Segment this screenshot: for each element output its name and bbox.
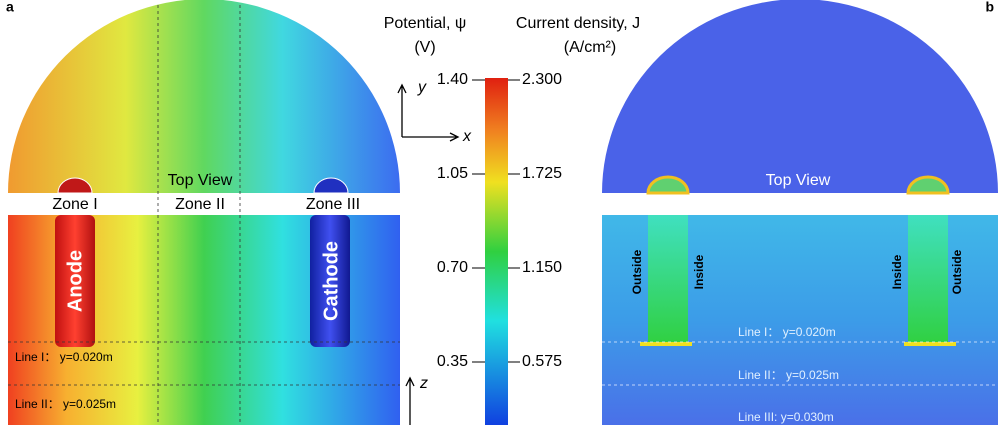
z-arrow bbox=[405, 376, 415, 425]
cathode-top bbox=[313, 177, 349, 194]
colorbar-tick-label: 2.300 bbox=[522, 71, 562, 88]
electrode-rod bbox=[648, 215, 688, 345]
colorbar bbox=[485, 78, 508, 425]
axis-arrows bbox=[397, 83, 460, 425]
side-label: Inside bbox=[692, 254, 706, 289]
anode-label: Anode bbox=[64, 250, 86, 312]
colorbar-tick-label: 1.150 bbox=[522, 259, 562, 276]
panel-label: a bbox=[6, 0, 14, 15]
colorbar-tick-label: 1.05 bbox=[437, 165, 468, 182]
electrode-rod bbox=[908, 215, 948, 345]
colorbar-title: (A/cm²) bbox=[564, 39, 616, 56]
cathode-label: Cathode bbox=[320, 241, 342, 321]
top-view-field bbox=[8, 0, 400, 193]
colorbar-ticks: 1.40 1.05 0.70 0.35 2.300 1.725 1.150 0.575 bbox=[437, 71, 562, 370]
axis-label: z bbox=[419, 375, 428, 392]
zone-label: Zone III bbox=[306, 196, 360, 213]
zone-lines bbox=[8, 5, 400, 425]
colorbar-tick-label: 1.40 bbox=[437, 71, 468, 88]
anode-rod bbox=[55, 215, 95, 347]
colorbar-tick-label: 0.70 bbox=[437, 259, 468, 276]
axis-label: y bbox=[417, 79, 427, 96]
top-view-field bbox=[602, 0, 998, 193]
zone-label: Zone II bbox=[175, 196, 225, 213]
colorbar-title: Potential, ψ bbox=[384, 15, 467, 32]
electrode-top bbox=[646, 175, 690, 195]
colorbar-tick-label: 0.575 bbox=[522, 353, 562, 370]
top-view-label: Top View bbox=[168, 172, 233, 189]
side-label: Outside bbox=[950, 249, 964, 294]
colorbar-tick-label: 0.35 bbox=[437, 353, 468, 370]
anode-top bbox=[57, 177, 93, 194]
line-label: Line III: y=0.030m bbox=[738, 410, 834, 424]
zone-label: Zone I bbox=[52, 196, 97, 213]
top-view-label: Top View bbox=[766, 172, 831, 189]
line-label: Line II： y=0.025m bbox=[15, 397, 116, 411]
line-label: Line I： y=0.020m bbox=[15, 350, 113, 364]
line-label: Line I： y=0.020m bbox=[738, 325, 836, 339]
line-label: Line II： y=0.025m bbox=[738, 368, 839, 382]
colorbar-title: (V) bbox=[414, 39, 435, 56]
axis-label: x bbox=[462, 128, 472, 145]
side-label: Inside bbox=[890, 254, 904, 289]
panel-label: b bbox=[985, 0, 994, 15]
x-arrow bbox=[402, 132, 460, 142]
cathode-rod bbox=[310, 215, 350, 347]
electrode-top bbox=[906, 175, 950, 195]
colorbar-tick-label: 1.725 bbox=[522, 165, 562, 182]
line-markers bbox=[602, 341, 998, 386]
side-label: Outside bbox=[630, 249, 644, 294]
y-arrow bbox=[397, 83, 407, 137]
colorbar-title: Current density, J bbox=[516, 15, 640, 32]
